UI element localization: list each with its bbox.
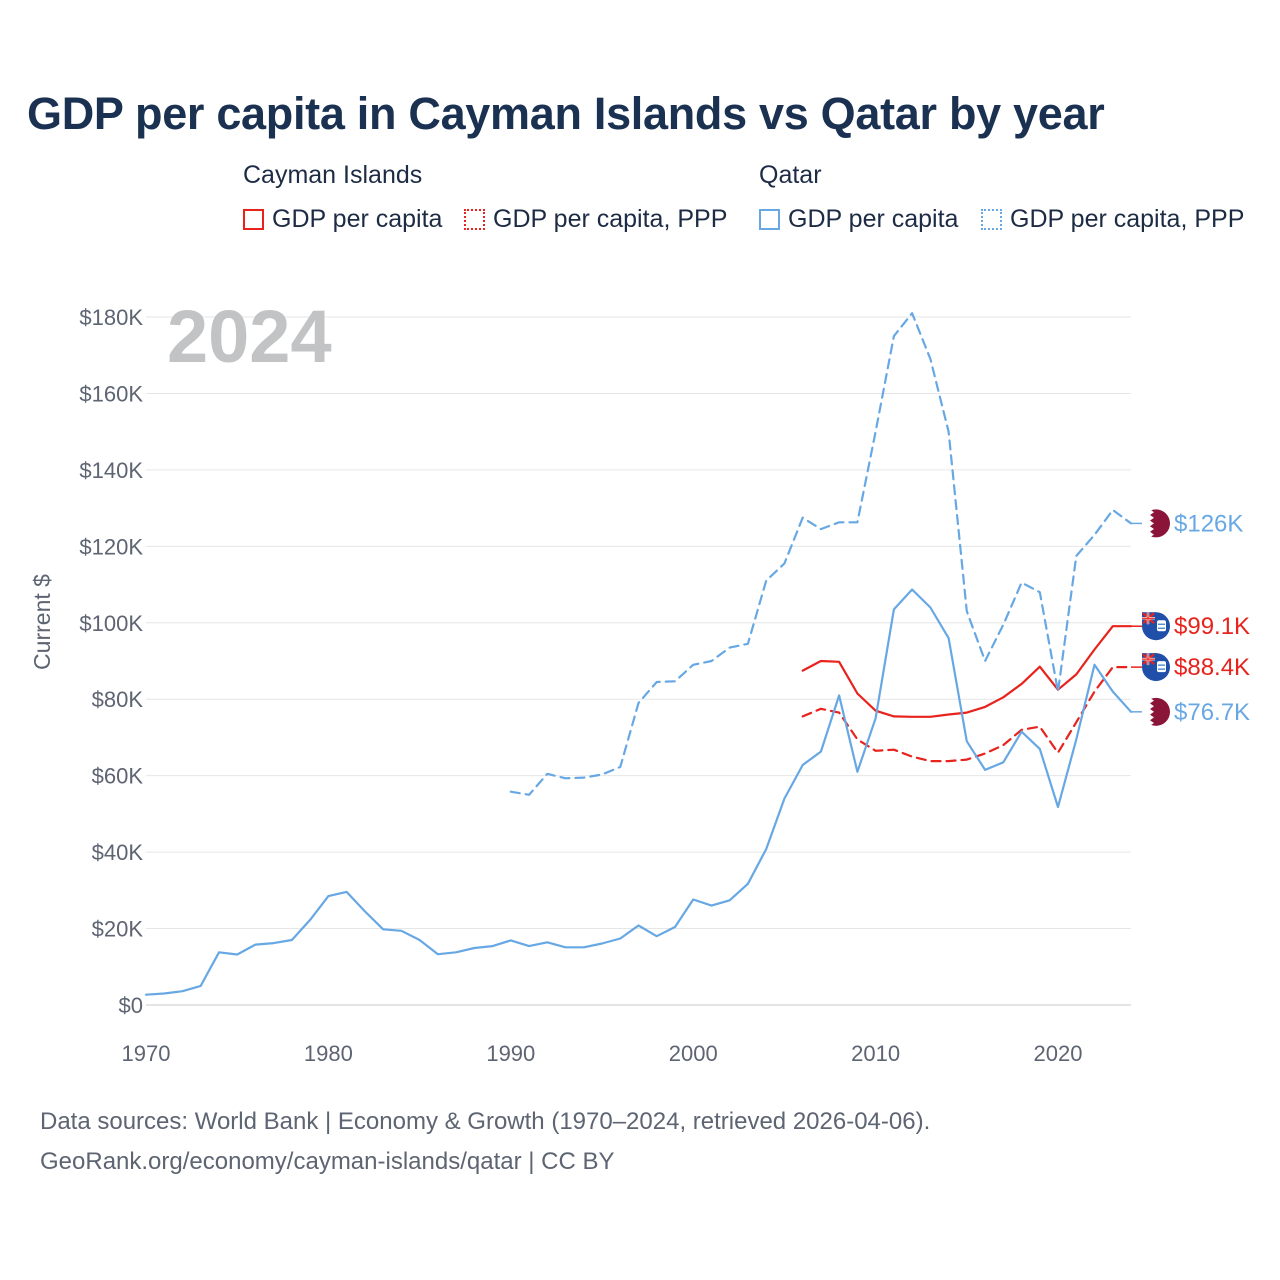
- qatar-flag-icon: [1142, 509, 1170, 538]
- y-tick-label: $100K: [79, 611, 143, 636]
- x-tick-label: 2020: [1034, 1041, 1083, 1066]
- x-tick-label: 1980: [304, 1041, 353, 1066]
- legend-label: GDP per capita: [788, 204, 959, 233]
- y-tick-label: $120K: [79, 534, 143, 559]
- end-value-label: $88.4K: [1174, 654, 1250, 681]
- legend-swatch-solid-red: [243, 208, 264, 230]
- y-tick-label: $160K: [79, 381, 143, 406]
- gridlines: [146, 316, 1131, 1006]
- y-tick-label: $40K: [92, 840, 144, 865]
- series-line-qatar-gdp-per-capita[interactable]: [144, 588, 1133, 996]
- end-labels: $126K $99.1K $88.4K $76.7K: [1131, 509, 1250, 726]
- end-value-label: $126K: [1174, 510, 1243, 537]
- series-lines: [144, 312, 1133, 996]
- y-tick-label: $20K: [92, 917, 144, 942]
- y-tick-label: $60K: [92, 764, 144, 789]
- legend-swatch-dotted-blue: [981, 208, 1002, 230]
- legend-item-cayman-ppp[interactable]: GDP per capita, PPP: [464, 203, 727, 235]
- qatar-flag-icon: [1142, 697, 1170, 726]
- y-tick-label: $0: [119, 993, 143, 1018]
- y-tick-label: $180K: [79, 305, 143, 330]
- x-axis-ticks: 1970 1980 1990 2000 2010 2020: [122, 1041, 1083, 1066]
- end-label-cayman: $88.4K: [1131, 653, 1250, 682]
- legend-group-qatar: Qatar: [759, 161, 822, 189]
- legend-swatch-solid-blue: [759, 208, 780, 230]
- y-tick-label: $140K: [79, 458, 143, 483]
- x-tick-label: 1970: [122, 1041, 171, 1066]
- legend-label: GDP per capita, PPP: [1010, 204, 1245, 233]
- x-tick-label: 2000: [669, 1041, 718, 1066]
- year-label: 2024: [167, 295, 332, 378]
- y-tick-label: $80K: [92, 687, 144, 712]
- x-tick-label: 1990: [486, 1041, 535, 1066]
- end-value-label: $99.1K: [1174, 613, 1250, 640]
- series-line-qatar-gdp-per-capita-ppp[interactable]: [509, 312, 1133, 796]
- legend-group-cayman: Cayman Islands: [243, 161, 423, 189]
- footer-credit[interactable]: GeoRank.org/economy/cayman-islands/qatar…: [40, 1148, 615, 1175]
- series-line-cayman-islands-gdp-per-capita-ppp[interactable]: [801, 665, 1133, 763]
- legend-item-qatar-ppp[interactable]: GDP per capita, PPP: [981, 203, 1244, 235]
- end-label-qatar: $76.7K: [1131, 697, 1250, 726]
- legend-label: GDP per capita: [272, 204, 443, 233]
- cayman-flag-icon: [1142, 653, 1170, 682]
- legend-item-qatar-gdp[interactable]: GDP per capita: [759, 203, 958, 235]
- page-title: GDP per capita in Cayman Islands vs Qata…: [27, 88, 1105, 139]
- y-axis-title: Current $: [29, 574, 55, 670]
- legend-item-cayman-gdp[interactable]: GDP per capita: [243, 203, 442, 235]
- end-label-cayman: $99.1K: [1131, 612, 1250, 641]
- legend-swatch-dotted-red: [464, 208, 485, 230]
- end-label-qatar: $126K: [1131, 509, 1243, 538]
- footer-sources: Data sources: World Bank | Economy & Gro…: [40, 1108, 931, 1135]
- x-tick-label: 2010: [851, 1041, 900, 1066]
- end-value-label: $76.7K: [1174, 699, 1250, 726]
- y-axis-ticks: $0 $20K $40K $60K $80K $100K $120K $140K $160K $1…: [79, 305, 143, 1018]
- cayman-flag-icon: [1142, 612, 1170, 641]
- series-line-cayman-islands-gdp-per-capita[interactable]: [801, 625, 1133, 718]
- legend-label: GDP per capita, PPP: [493, 204, 728, 233]
